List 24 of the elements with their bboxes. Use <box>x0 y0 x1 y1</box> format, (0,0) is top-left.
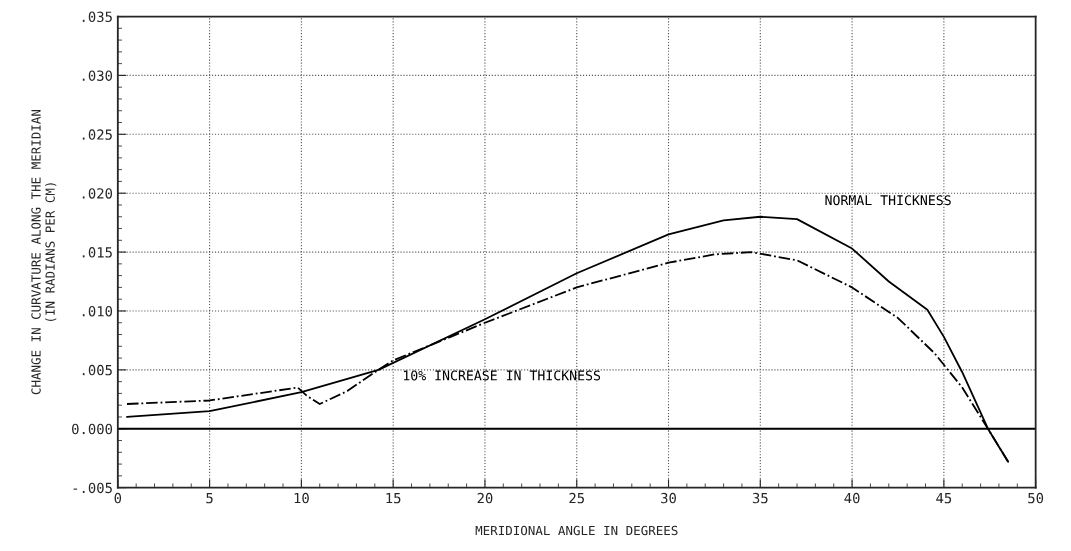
y-tick-label: .020 <box>82 188 113 199</box>
y-tick-label: 0.000 <box>72 423 113 435</box>
y-tick-label: -.005 <box>73 482 112 494</box>
x-tick-label: 15 <box>386 493 401 504</box>
x-tick-label: 50 <box>1028 492 1044 504</box>
y-tick-label: .025 <box>82 129 112 140</box>
y-axis-title: CHANGE IN CURVATURE ALONG THE MERIDIAN (IN RADIANS PER CM) <box>31 109 57 395</box>
x-tick-label: 25 <box>569 492 584 504</box>
y-tick-label: .015 <box>82 247 112 258</box>
y-tick-label: .035 <box>82 11 112 23</box>
y-tick-label: .030 <box>82 70 113 81</box>
x-tick-label: 5 <box>206 493 213 504</box>
x-tick-label: 35 <box>752 492 768 504</box>
series-label: NORMAL THICKNESS <box>825 195 951 206</box>
y-tick-label: .005 <box>82 364 112 376</box>
series-label: 10% INCREASE IN THICKNESS <box>403 370 601 381</box>
x-tick-label: 20 <box>477 492 493 504</box>
y-tick-label: .010 <box>82 305 113 317</box>
x-axis-title: MERIDIONAL ANGLE IN DEGREES <box>475 525 678 536</box>
x-tick-label: 45 <box>936 493 952 504</box>
x-tick-label: 0 <box>114 492 122 504</box>
x-tick-label: 30 <box>661 492 676 504</box>
x-tick-label: 10 <box>294 492 309 504</box>
x-tick-label: 40 <box>844 492 860 504</box>
